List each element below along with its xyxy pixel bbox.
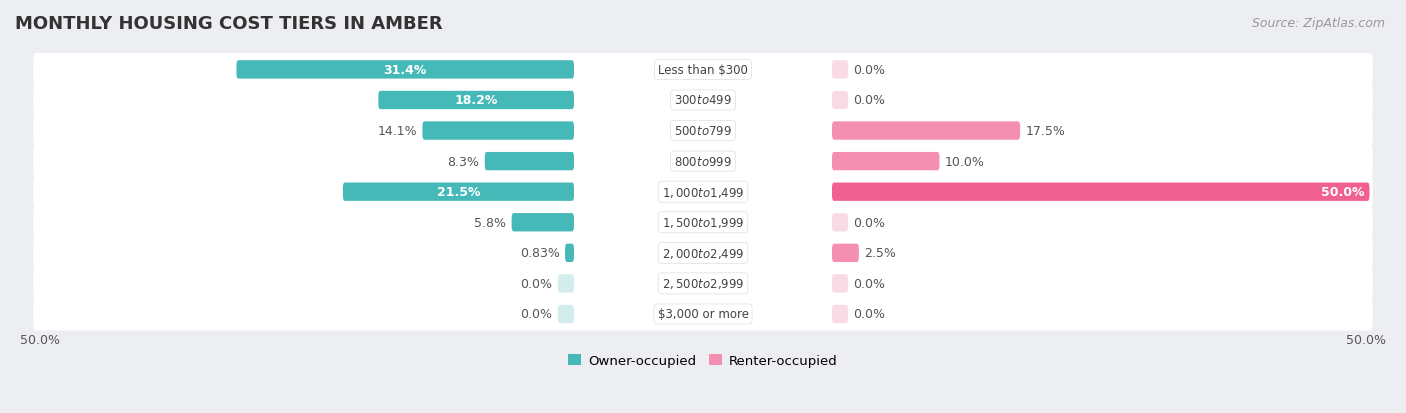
Text: 0.0%: 0.0% bbox=[853, 216, 886, 229]
Text: $300 to $499: $300 to $499 bbox=[673, 94, 733, 107]
FancyBboxPatch shape bbox=[34, 298, 1372, 331]
FancyBboxPatch shape bbox=[832, 275, 848, 293]
FancyBboxPatch shape bbox=[34, 176, 1372, 209]
Text: 50.0%: 50.0% bbox=[1320, 186, 1364, 199]
Text: MONTHLY HOUSING COST TIERS IN AMBER: MONTHLY HOUSING COST TIERS IN AMBER bbox=[15, 15, 443, 33]
Text: 0.0%: 0.0% bbox=[520, 308, 553, 321]
FancyBboxPatch shape bbox=[832, 61, 848, 79]
FancyBboxPatch shape bbox=[558, 275, 574, 293]
FancyBboxPatch shape bbox=[343, 183, 574, 202]
Text: $2,000 to $2,499: $2,000 to $2,499 bbox=[662, 246, 744, 260]
Text: 0.83%: 0.83% bbox=[520, 247, 560, 260]
FancyBboxPatch shape bbox=[34, 84, 1372, 117]
FancyBboxPatch shape bbox=[34, 206, 1372, 239]
Text: 14.1%: 14.1% bbox=[377, 125, 418, 138]
Text: $1,000 to $1,499: $1,000 to $1,499 bbox=[662, 185, 744, 199]
FancyBboxPatch shape bbox=[512, 214, 574, 232]
FancyBboxPatch shape bbox=[34, 115, 1372, 148]
FancyBboxPatch shape bbox=[832, 152, 939, 171]
FancyBboxPatch shape bbox=[34, 267, 1372, 300]
FancyBboxPatch shape bbox=[378, 92, 574, 110]
FancyBboxPatch shape bbox=[832, 214, 848, 232]
FancyBboxPatch shape bbox=[832, 244, 859, 262]
Text: Less than $300: Less than $300 bbox=[658, 64, 748, 77]
FancyBboxPatch shape bbox=[832, 122, 1021, 140]
Text: 10.0%: 10.0% bbox=[945, 155, 984, 168]
Text: 50.0%: 50.0% bbox=[20, 334, 60, 347]
Text: 0.0%: 0.0% bbox=[853, 308, 886, 321]
Text: 8.3%: 8.3% bbox=[447, 155, 479, 168]
FancyBboxPatch shape bbox=[832, 305, 848, 323]
FancyBboxPatch shape bbox=[832, 92, 848, 110]
FancyBboxPatch shape bbox=[34, 237, 1372, 270]
Text: 0.0%: 0.0% bbox=[853, 94, 886, 107]
Text: 2.5%: 2.5% bbox=[865, 247, 896, 260]
Text: 0.0%: 0.0% bbox=[853, 277, 886, 290]
Text: 18.2%: 18.2% bbox=[454, 94, 498, 107]
Text: Source: ZipAtlas.com: Source: ZipAtlas.com bbox=[1251, 17, 1385, 29]
Text: 31.4%: 31.4% bbox=[384, 64, 427, 77]
Text: $1,500 to $1,999: $1,500 to $1,999 bbox=[662, 216, 744, 230]
Text: 50.0%: 50.0% bbox=[1346, 334, 1386, 347]
Text: 0.0%: 0.0% bbox=[520, 277, 553, 290]
FancyBboxPatch shape bbox=[34, 145, 1372, 178]
Text: $800 to $999: $800 to $999 bbox=[673, 155, 733, 168]
Text: $2,500 to $2,999: $2,500 to $2,999 bbox=[662, 277, 744, 291]
Text: 17.5%: 17.5% bbox=[1025, 125, 1066, 138]
FancyBboxPatch shape bbox=[236, 61, 574, 79]
FancyBboxPatch shape bbox=[34, 54, 1372, 87]
FancyBboxPatch shape bbox=[422, 122, 574, 140]
Text: $3,000 or more: $3,000 or more bbox=[658, 308, 748, 321]
FancyBboxPatch shape bbox=[558, 305, 574, 323]
Text: 5.8%: 5.8% bbox=[474, 216, 506, 229]
FancyBboxPatch shape bbox=[485, 152, 574, 171]
FancyBboxPatch shape bbox=[565, 244, 574, 262]
Text: 21.5%: 21.5% bbox=[437, 186, 481, 199]
Text: $500 to $799: $500 to $799 bbox=[673, 125, 733, 138]
Text: 0.0%: 0.0% bbox=[853, 64, 886, 77]
Legend: Owner-occupied, Renter-occupied: Owner-occupied, Renter-occupied bbox=[564, 350, 842, 371]
FancyBboxPatch shape bbox=[832, 183, 1369, 202]
